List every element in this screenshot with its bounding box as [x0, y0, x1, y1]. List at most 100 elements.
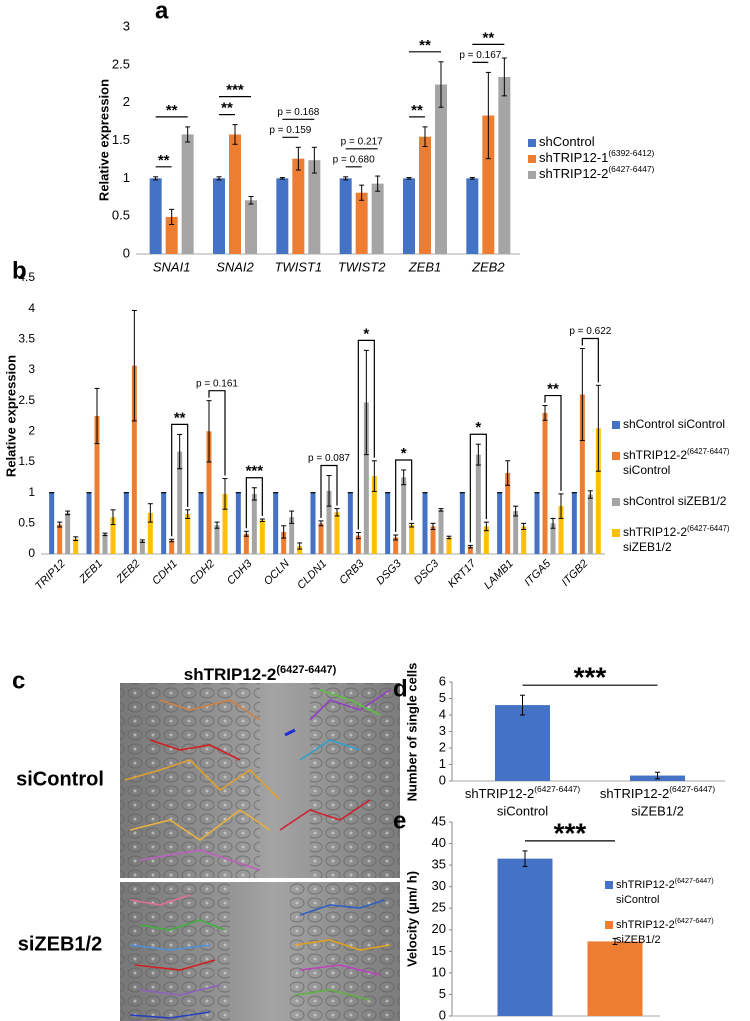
significance-bracket: [581, 337, 599, 383]
annotation: p = 0.168: [277, 107, 319, 118]
legend-label-part: (6392-6412): [608, 148, 654, 158]
bar: [289, 517, 295, 554]
legend-label-part: (6427-6447): [675, 877, 714, 885]
annotation: *: [475, 419, 481, 436]
y-tick-label: 5: [439, 986, 446, 1001]
error-bar: [57, 521, 63, 528]
x-tick-label-part: (6427-6447): [534, 784, 580, 794]
bar: [65, 512, 71, 554]
error-bar: [505, 460, 511, 486]
significance-bracket: [357, 339, 375, 530]
significance-bracket: [395, 459, 413, 532]
x-tick-label: ZEB2: [114, 558, 143, 587]
y-tick-label: 10: [432, 964, 446, 979]
bar: [94, 416, 100, 554]
x-tick-label: LAMB1: [482, 558, 516, 592]
error-bar: [311, 146, 317, 174]
annotation: **: [419, 37, 431, 54]
bar: [169, 540, 175, 554]
y-axis-title: Number of single cells: [404, 663, 419, 802]
error-bar: [475, 443, 481, 466]
x-tick-label-part: shTRIP12-2: [600, 786, 669, 801]
y-tick-label: 2: [28, 424, 35, 438]
legend-label: shTRIP12-2(6427-6447): [616, 917, 714, 931]
x-tick-label: ZEB1: [408, 259, 442, 274]
legend-label: shTRIP12-2(6427-6447): [623, 447, 730, 463]
bar: [245, 200, 257, 254]
error-bar: [422, 126, 428, 148]
y-tick-label: 0: [439, 772, 446, 787]
y-tick-label: 0: [28, 546, 35, 560]
y-tick-label: 0.5: [112, 208, 130, 223]
annotation: ***: [554, 817, 587, 848]
legend-label: shTRIP12-2(6427-6447): [539, 164, 655, 181]
bar: [292, 158, 305, 254]
bar: [243, 533, 249, 554]
bar: [297, 546, 303, 554]
bar: [276, 178, 289, 254]
error-bar: [587, 490, 593, 499]
panel-letter: a: [155, 0, 169, 24]
error-bar: [94, 387, 100, 445]
y-tick-label: 4.5: [18, 270, 35, 284]
bar: [505, 473, 511, 554]
legend-label-part: shTRIP12-1: [539, 150, 608, 165]
bar: [550, 523, 556, 554]
annotation: p = 0.217: [341, 136, 383, 147]
bar: [403, 178, 415, 254]
bar: [498, 76, 511, 254]
panel-letter: d: [393, 675, 408, 702]
legend-swatch: [605, 921, 613, 929]
error-bar: [214, 521, 220, 529]
micrograph-top: [120, 683, 400, 878]
bar: [213, 178, 225, 254]
error-bar: [522, 850, 528, 867]
bar: [177, 451, 183, 554]
y-tick-label: 30: [432, 878, 446, 893]
bar: [222, 493, 228, 554]
error-bar: [467, 544, 473, 549]
error-bar: [359, 184, 365, 201]
bar: [147, 512, 153, 554]
bar: [326, 490, 332, 554]
legend-label-part: (6427-6447): [687, 447, 730, 456]
legend-label-part: (6427-6447): [675, 917, 714, 925]
significance-bracket: [469, 433, 487, 543]
y-tick-label: 4: [439, 706, 446, 721]
error-bar: [169, 538, 175, 543]
y-tick-label: 5: [439, 690, 446, 705]
bar: [273, 492, 279, 554]
error-bar: [289, 510, 295, 524]
error-bar: [73, 536, 79, 542]
legend-label-part: shControl siControl: [623, 417, 725, 431]
row-label: siControl: [16, 768, 104, 790]
legend-label-part: shTRIP12-2: [623, 448, 687, 462]
error-bar: [185, 126, 191, 143]
error-bar: [243, 530, 249, 537]
legend-label: shTRIP12-1(6392-6412): [539, 148, 655, 165]
bar: [73, 538, 79, 554]
legend-swatch: [528, 139, 536, 147]
bar: [459, 492, 465, 554]
annotation: p = 0.167: [459, 50, 501, 61]
bar: [161, 492, 167, 554]
bar: [102, 534, 108, 554]
y-tick-label: 6: [439, 673, 446, 688]
bar: [310, 492, 316, 554]
error-bar: [521, 522, 527, 530]
bar: [422, 492, 428, 554]
bar: [435, 84, 447, 254]
annotation: p = 0.161: [196, 378, 238, 389]
error-bar: [281, 525, 287, 539]
legend-label: shControl: [539, 134, 595, 149]
x-tick-label-part: shTRIP12-2: [465, 786, 534, 801]
error-bar: [612, 937, 618, 945]
bar: [542, 412, 548, 554]
y-tick-label: 45: [432, 813, 446, 828]
error-bar: [206, 400, 212, 463]
y-tick-label: 15: [432, 943, 446, 958]
bar: [513, 511, 519, 554]
row-label: siZEB1/2: [18, 933, 102, 955]
error-bar: [655, 771, 660, 780]
x-tick-label: CDH2: [188, 558, 218, 588]
